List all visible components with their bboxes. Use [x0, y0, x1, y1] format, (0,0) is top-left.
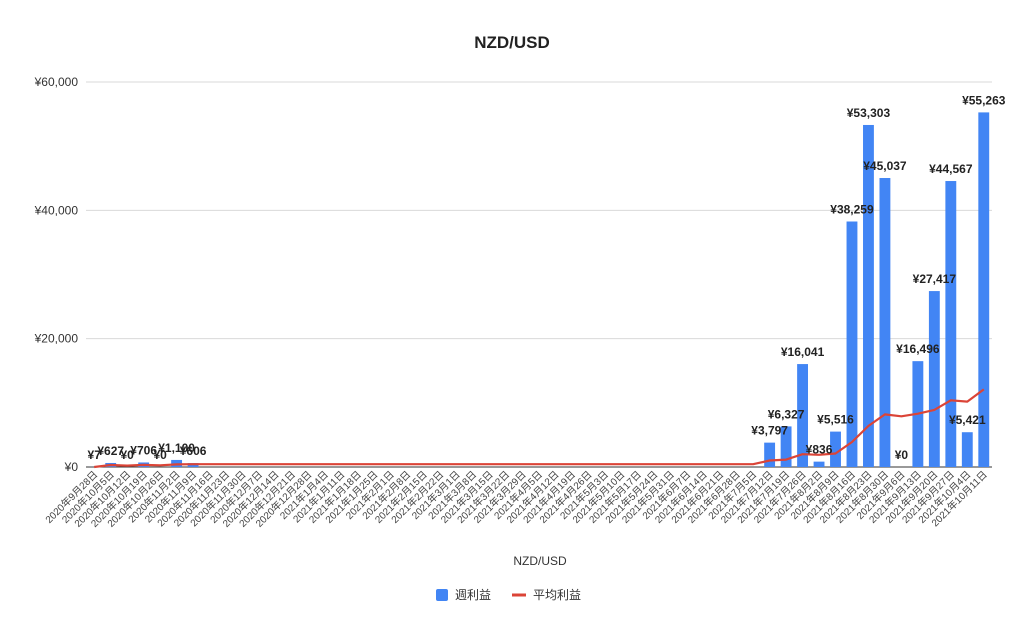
data-label: ¥5,516: [817, 413, 854, 427]
data-label: ¥5,421: [949, 413, 986, 427]
data-label: ¥7: [88, 448, 102, 462]
y-axis-ticks: ¥0 ¥20,000 ¥40,000 ¥60,000: [34, 75, 79, 474]
data-label: ¥27,417: [913, 272, 957, 286]
y-tick-label: ¥60,000: [34, 75, 79, 89]
data-label: ¥706: [130, 443, 157, 457]
data-label: ¥38,259: [830, 203, 874, 217]
bar: [780, 426, 792, 467]
data-label: ¥55,263: [962, 93, 1006, 107]
bar: [945, 181, 957, 467]
bar: [813, 461, 825, 467]
legend-label-weekly-profit: 週利益: [455, 588, 491, 602]
y-tick-label: ¥20,000: [34, 332, 79, 346]
data-label: ¥6,327: [768, 407, 805, 421]
gridlines: [86, 81, 992, 468]
data-labels: ¥7¥627¥0¥706¥0¥1,100¥606¥3,797¥6,327¥16,…: [88, 93, 1006, 462]
y-tick-label: ¥40,000: [34, 203, 79, 217]
data-label: ¥16,041: [781, 345, 825, 359]
data-label: ¥0: [121, 448, 135, 462]
data-label: ¥16,496: [896, 342, 940, 356]
legend-swatch-weekly-profit: [436, 589, 448, 601]
bar: [978, 112, 990, 467]
bar: [846, 221, 858, 467]
data-label: ¥1,100: [158, 441, 195, 455]
y-tick-label: ¥0: [64, 460, 79, 474]
bar: [863, 124, 874, 468]
bar: [830, 431, 841, 467]
chart-title: NZD/USD: [474, 33, 550, 52]
data-label: ¥0: [895, 448, 909, 462]
x-axis-label: NZD/USD: [513, 554, 567, 568]
data-label: ¥44,567: [929, 162, 973, 176]
data-label: ¥627: [97, 444, 124, 458]
x-axis-ticks: 2020年9月28日2020年10月5日2020年10月12日2020年10月1…: [42, 468, 989, 530]
bar: [764, 442, 776, 467]
bar-series: [88, 112, 990, 468]
legend-label-average-profit: 平均利益: [533, 588, 581, 602]
data-label: ¥836: [806, 443, 833, 457]
bar: [797, 364, 808, 467]
bar: [879, 178, 891, 468]
data-label: ¥53,303: [847, 106, 891, 120]
data-label: ¥45,037: [863, 159, 907, 173]
data-label: ¥0: [153, 448, 167, 462]
bar: [961, 432, 973, 467]
line-series: [94, 388, 985, 469]
data-label: ¥3,797: [751, 424, 788, 438]
bar: [928, 291, 940, 467]
average-profit-line: [94, 388, 985, 469]
data-label: ¥606: [180, 444, 207, 458]
legend: 週利益 平均利益: [436, 588, 581, 602]
